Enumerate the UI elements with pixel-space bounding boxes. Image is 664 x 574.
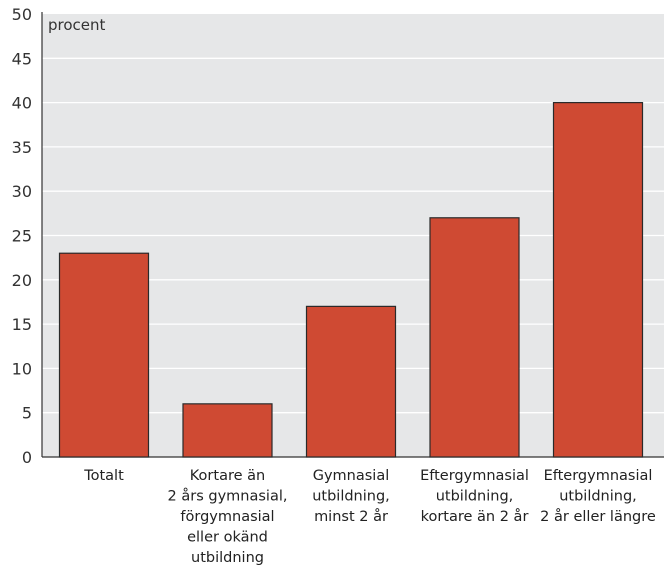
x-category-label: Eftergymnasial utbildning, 2 år eller läng… — [540, 468, 656, 525]
bar — [305, 305, 397, 458]
bar — [182, 403, 273, 458]
y-tick-label: 35 — [12, 138, 32, 157]
bar — [58, 252, 150, 458]
x-axis-labels: Totalt Kortare än 2 års gymnasial, förgymna… — [83, 468, 656, 566]
y-axis-ticks: 0 5 10 15 20 25 30 35 40 45 50 — [12, 5, 32, 467]
x-category-label: Gymnasial utbildning, minst 2 år — [312, 468, 390, 525]
y-tick-label: 0 — [22, 448, 32, 467]
y-tick-label: 10 — [12, 359, 32, 378]
y-tick-label: 45 — [12, 49, 32, 68]
y-axis-unit-label: procent — [48, 16, 106, 34]
y-tick-label: 25 — [12, 227, 32, 246]
y-tick-label: 30 — [12, 182, 32, 201]
x-category-label: Kortare än 2 års gymnasial, förgymnasial el… — [168, 468, 288, 566]
x-category-label: Totalt — [83, 468, 124, 484]
y-tick-label: 20 — [12, 271, 32, 290]
y-tick-label: 50 — [12, 5, 32, 24]
bar — [429, 217, 520, 458]
y-tick-label: 40 — [12, 94, 32, 113]
x-category-label: Eftergymnasial utbildning, kortare än 2 år — [420, 468, 529, 525]
y-tick-label: 5 — [22, 404, 32, 423]
y-tick-label: 15 — [12, 315, 32, 334]
bars — [58, 101, 644, 458]
bar — [552, 101, 644, 458]
